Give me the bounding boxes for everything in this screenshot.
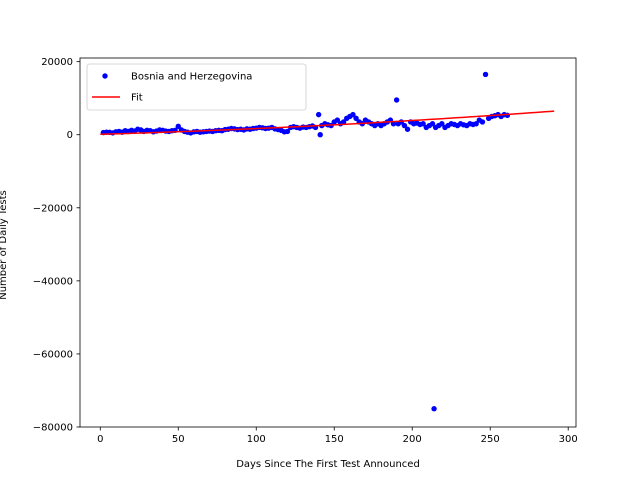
data-point bbox=[473, 121, 479, 127]
data-point bbox=[334, 117, 341, 123]
x-tick-label: 250 bbox=[481, 434, 500, 445]
legend-label-fit: Fit bbox=[131, 93, 143, 104]
data-point bbox=[340, 119, 347, 125]
x-tick-label: 100 bbox=[247, 434, 266, 445]
data-point bbox=[504, 112, 511, 119]
y-tick-label: −20000 bbox=[33, 203, 73, 214]
legend-label-points: Bosnia and Herzegovina bbox=[131, 72, 252, 83]
y-tick-label: −40000 bbox=[33, 276, 73, 287]
data-point bbox=[350, 111, 356, 118]
legend: Bosnia and Herzegovina Fit bbox=[86, 63, 307, 111]
data-point bbox=[482, 71, 489, 78]
data-point bbox=[429, 121, 436, 127]
data-point bbox=[431, 406, 437, 412]
data-point bbox=[315, 111, 322, 118]
x-tick-label: 50 bbox=[172, 434, 185, 445]
x-axis-label: Days Since The First Test Announced bbox=[236, 459, 420, 470]
data-point bbox=[317, 132, 323, 138]
data-point bbox=[479, 119, 486, 125]
legend-frame bbox=[86, 63, 307, 111]
x-tick-label: 200 bbox=[403, 434, 422, 445]
y-tick-label: 0 bbox=[67, 130, 73, 141]
y-tick-label: 20000 bbox=[41, 57, 73, 68]
data-point bbox=[353, 115, 359, 121]
plot-area bbox=[100, 71, 555, 412]
data-point bbox=[439, 121, 445, 127]
data-point bbox=[393, 97, 400, 103]
data-point bbox=[284, 128, 291, 135]
x-tick-label: 0 bbox=[97, 434, 103, 445]
axes-frame bbox=[79, 57, 577, 428]
axes: 0 50 100 150 200 250 300 −80000 −60000 −40000 −200… bbox=[33, 57, 578, 445]
data-point bbox=[420, 121, 426, 127]
x-tick-label: 300 bbox=[559, 434, 578, 445]
x-tick-label: 150 bbox=[325, 434, 344, 445]
data-point bbox=[401, 122, 408, 129]
y-axis-label: Number of Daily Tests bbox=[0, 190, 9, 300]
legend-marker-points bbox=[102, 73, 108, 79]
fit-line bbox=[100, 110, 555, 136]
y-tick-label: −80000 bbox=[33, 423, 73, 434]
y-tick-label: −60000 bbox=[33, 349, 73, 360]
data-point bbox=[404, 126, 411, 132]
data-point bbox=[175, 123, 181, 130]
